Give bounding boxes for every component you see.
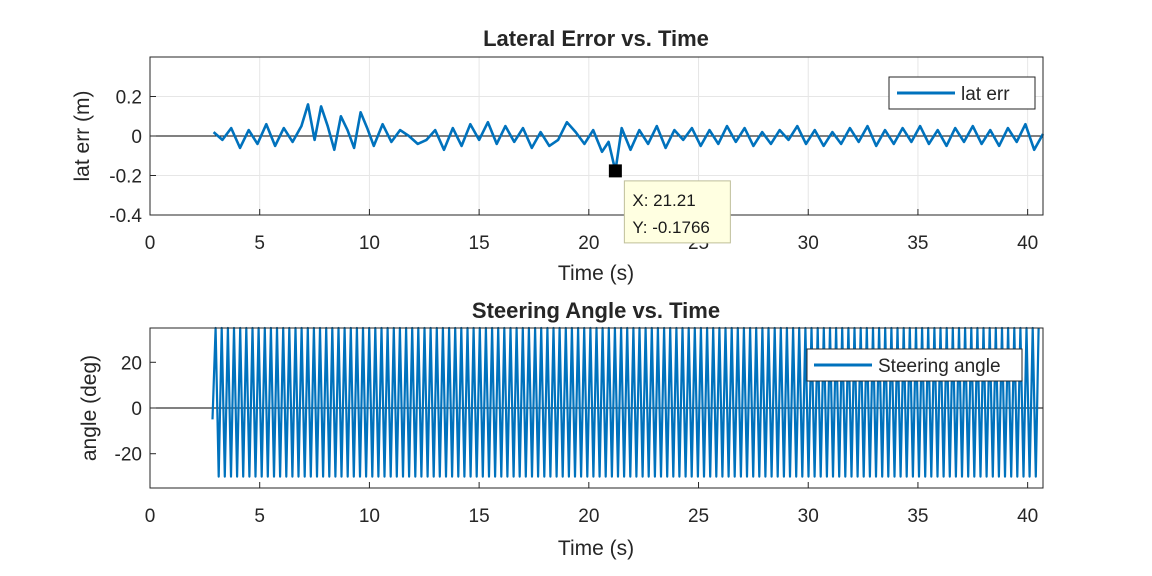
lateral-error-y-axis-label: lat err (m) xyxy=(71,91,94,182)
lateral-error-line xyxy=(212,103,1045,173)
steering-angle-x-ticks: 0 5 10 15 20 25 30 35 40 xyxy=(145,482,1038,527)
lateral-error-x-tick-label-4: 20 xyxy=(578,233,599,254)
data-tip[interactable]: X: 21.21 Y: -0.1766 xyxy=(608,164,731,244)
steering-angle-x-axis-label: Time (s) xyxy=(558,537,634,560)
steering-angle-x-tick-label-4: 20 xyxy=(578,506,599,527)
lateral-error-y-tick-label-2: 0 xyxy=(131,127,142,148)
lateral-error-y-ticks: -0.4 -0.2 0 0.2 xyxy=(109,88,156,227)
steering-angle-y-tick-label-0: -20 xyxy=(115,445,142,466)
data-tip-box xyxy=(623,180,731,244)
lateral-error-x-axis-label: Time (s) xyxy=(558,262,634,285)
lateral-error-x-tick-label-7: 35 xyxy=(907,233,928,254)
steering-angle-line xyxy=(211,326,1040,478)
steering-angle-series xyxy=(211,326,1040,478)
steering-angle-axes: Steering Angle vs. Time 0 5 10 15 20 25 30 35 40… xyxy=(78,298,1044,560)
lateral-error-y-tick-label-1: -0.2 xyxy=(109,167,142,188)
steering-angle-y-ticks: -20 0 20 xyxy=(115,353,156,466)
steering-angle-legend-label: Steering angle xyxy=(878,356,1001,377)
lateral-error-x-tick-label-1: 5 xyxy=(254,233,265,254)
steering-angle-x-tick-label-3: 15 xyxy=(469,506,490,527)
steering-angle-x-tick-label-6: 30 xyxy=(798,506,819,527)
lateral-error-y-tick-label-0: -0.4 xyxy=(109,206,142,227)
lateral-error-y-tick-label-3: 0.2 xyxy=(116,88,142,109)
steering-angle-legend[interactable]: Steering angle xyxy=(806,348,1023,382)
lateral-error-title: Lateral Error vs. Time xyxy=(483,26,709,51)
steering-angle-y-axis-label: angle (deg) xyxy=(78,355,101,461)
lateral-error-x-tick-label-8: 40 xyxy=(1017,233,1038,254)
steering-angle-x-tick-label-1: 5 xyxy=(254,506,265,527)
steering-angle-x-tick-label-0: 0 xyxy=(145,506,156,527)
lateral-error-x-tick-label-3: 15 xyxy=(469,233,490,254)
steering-angle-y-tick-label-2: 20 xyxy=(121,353,142,374)
lateral-error-x-tick-label-6: 30 xyxy=(798,233,819,254)
lateral-error-x-tick-label-2: 10 xyxy=(359,233,380,254)
steering-angle-x-tick-label-8: 40 xyxy=(1017,506,1038,527)
steering-angle-x-tick-label-5: 25 xyxy=(688,506,709,527)
lateral-error-legend-label: lat err xyxy=(961,84,1010,105)
lateral-error-x-tick-label-0: 0 xyxy=(145,233,156,254)
steering-angle-x-tick-label-7: 35 xyxy=(907,506,928,527)
lateral-error-axes: Lateral Error vs. Time 0 5 10 15 20 25 30 35 40 … xyxy=(71,26,1045,285)
steering-angle-x-tick-label-2: 10 xyxy=(359,506,380,527)
data-tip-x-text: X: 21.21 xyxy=(632,191,695,210)
data-tip-marker[interactable] xyxy=(608,164,622,178)
data-tip-y-text: Y: -0.1766 xyxy=(632,218,710,237)
steering-angle-y-tick-label-1: 0 xyxy=(131,399,142,420)
lateral-error-x-ticks: 0 5 10 15 20 25 30 35 40 xyxy=(145,209,1038,254)
steering-angle-title: Steering Angle vs. Time xyxy=(472,298,720,323)
lateral-error-series xyxy=(212,103,1045,173)
lateral-error-legend[interactable]: lat err xyxy=(888,76,1036,110)
